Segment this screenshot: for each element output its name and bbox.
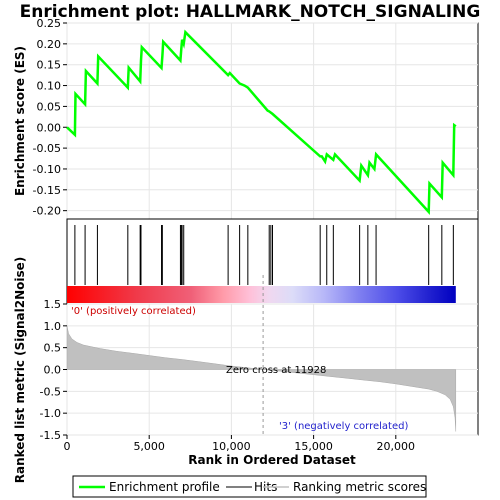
es-panel: 0.25 0.20 0.15 0.10 0.05 0.00 -0.05 -0.10 -0.15 -…: [13, 17, 479, 220]
enrichment-profile-line: [66, 29, 457, 216]
legend: Enrichment profile Hits Ranking metric s…: [72, 475, 427, 498]
es-y-tick-label: -0.15: [33, 184, 61, 197]
legend-label-enrichment: Enrichment profile: [109, 480, 220, 494]
rank-heatmap-bar: [67, 286, 456, 303]
es-y-axis-label: Enrichment score (ES): [13, 46, 27, 196]
metric-panel: 1.5 1.0 0.5 0.0 -0.5 -1.0 -1.5 0 5,000 10,000 15,…: [13, 257, 479, 484]
es-y-tick-label: 0.20: [37, 38, 62, 51]
es-y-tick-label: 0.10: [37, 80, 62, 93]
metric-y-axis-label: Ranked list metric (Signal2Noise): [13, 257, 27, 484]
es-plot-frame: [66, 22, 479, 220]
metric-x-axis-label: Rank in Ordered Dataset: [188, 453, 356, 467]
es-y-tick-label: 0.05: [37, 100, 62, 113]
es-grid: [66, 22, 478, 219]
metric-y-tick-label: -1.5: [40, 429, 61, 442]
metric-y-tick-label: 1.5: [44, 298, 62, 311]
metric-y-tick-label: 0.5: [44, 342, 62, 355]
ranking-metric-area: [66, 325, 457, 432]
es-y-tick-label: -0.10: [33, 163, 61, 176]
metric-y-tick-label: -0.5: [40, 385, 61, 398]
metric-x-ticks: 0 5,000 10,000 15,000 20,000: [64, 435, 416, 453]
hits-panel: [66, 218, 479, 305]
metric-x-tick-label: 5,000: [133, 440, 165, 453]
zero-cross-label: Zero cross at 11928: [226, 365, 326, 376]
metric-x-tick-label: 20,000: [377, 440, 416, 453]
hit-lines: [74, 225, 454, 285]
metric-y-tick-label: 0.0: [44, 364, 62, 377]
metric-x-tick-label: 10,000: [212, 440, 251, 453]
metric-y-tick-label: 1.0: [44, 320, 62, 333]
es-y-tick-label: -0.20: [33, 205, 61, 218]
es-y-tick-label: 0.25: [37, 17, 62, 30]
metric-x-tick-label: 0: [64, 440, 71, 453]
metric-x-tick-label: 15,000: [294, 440, 333, 453]
metric-y-ticks: 1.5 1.0 0.5 0.0 -0.5 -1.0 -1.5: [40, 298, 67, 442]
legend-label-ranking: Ranking metric scores: [293, 480, 426, 494]
es-y-ticks: 0.25 0.20 0.15 0.10 0.05 0.00 -0.05 -0.10 -0.15 -…: [33, 17, 67, 218]
es-y-tick-label: 0.15: [37, 59, 62, 72]
chart-title: Enrichment plot: HALLMARK_NOTCH_SIGNALIN…: [20, 2, 481, 22]
negative-correlation-label: '3' (negatively correlated): [279, 421, 408, 432]
metric-y-tick-label: -1.0: [40, 407, 61, 420]
positive-correlation-label: '0' (positively correlated): [71, 306, 196, 317]
es-y-tick-label: 0.00: [37, 121, 62, 134]
es-y-tick-label: -0.05: [33, 142, 61, 155]
